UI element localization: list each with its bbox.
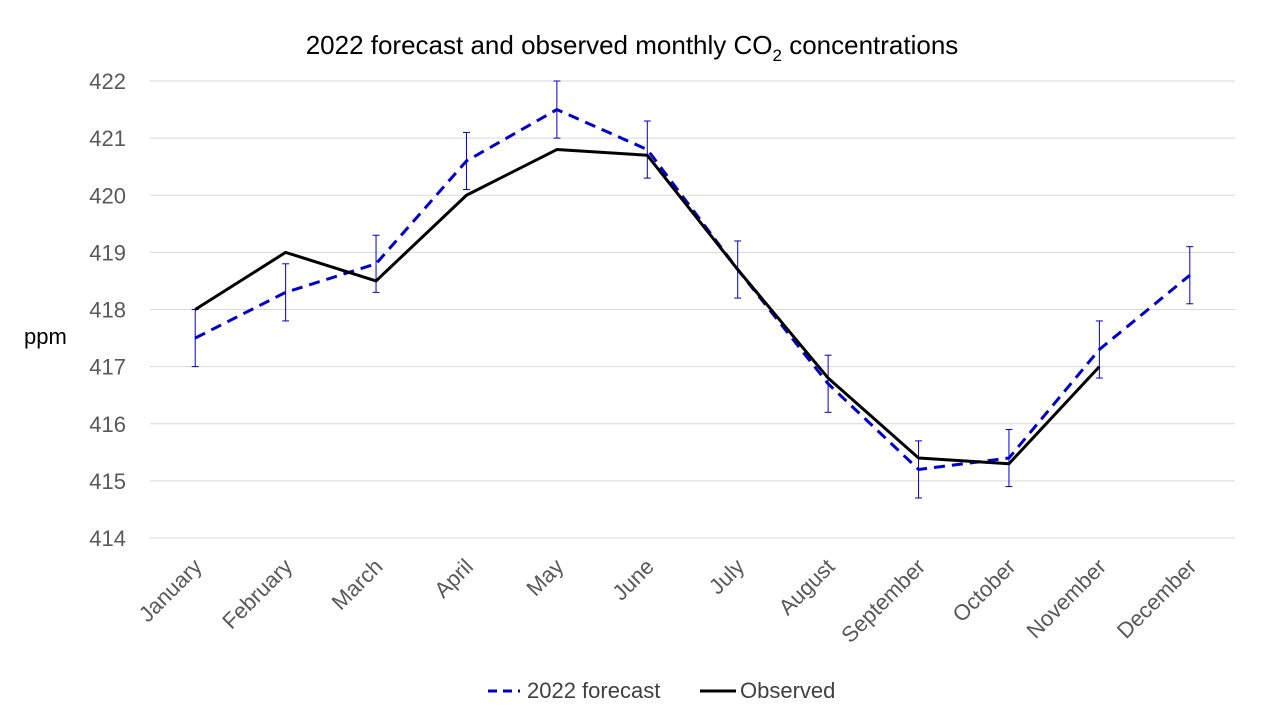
x-tick-label: November [1021, 554, 1110, 643]
y-axis-label: ppm [24, 324, 67, 349]
x-tick-label: February [217, 554, 297, 634]
x-tick-label: April [429, 554, 478, 603]
x-tick-label: March [327, 554, 388, 615]
chart-title-main: 2022 forecast and observed monthly CO [306, 30, 773, 60]
gridlines [150, 80, 1235, 539]
y-tick-label: 417 [89, 355, 126, 380]
y-tick-label: 419 [89, 240, 126, 265]
x-tick-labels: January February March April May June July Augu… [134, 554, 1202, 648]
x-tick-label: September [836, 554, 930, 648]
legend: 2022 forecast Observed [488, 678, 835, 703]
series-lines [194, 108, 1191, 471]
x-tick-label: June [607, 554, 658, 605]
legend-label-forecast: 2022 forecast [527, 678, 660, 703]
series-line-forecast [194, 108, 1191, 471]
error-bar [372, 234, 380, 293]
x-tick-label: December [1112, 554, 1201, 643]
forecast-error-bars [191, 80, 1194, 499]
y-tick-label: 422 [89, 69, 126, 94]
y-tick-label: 415 [89, 469, 126, 494]
chart-title-subscript: 2 [773, 46, 782, 65]
y-tick-label: 416 [89, 412, 126, 437]
x-tick-label: August [774, 554, 840, 620]
series-line-observed [194, 148, 1101, 466]
y-tick-label: 418 [89, 298, 126, 323]
x-tick-label: October [947, 554, 1020, 627]
y-tick-label: 421 [89, 126, 126, 151]
chart-title: 2022 forecast and observed monthly CO2 c… [306, 30, 959, 65]
error-bar [282, 263, 290, 322]
y-tick-label: 420 [89, 183, 126, 208]
x-tick-label: January [134, 554, 207, 627]
x-tick-label: July [704, 554, 749, 599]
y-tick-labels: 414 415 416 417 418 419 420 421 422 [89, 69, 126, 551]
legend-label-observed: Observed [740, 678, 835, 703]
error-bar [643, 120, 651, 179]
chart-title-suffix: concentrations [782, 30, 958, 60]
y-tick-label: 414 [89, 526, 126, 551]
x-tick-label: May [521, 554, 568, 601]
